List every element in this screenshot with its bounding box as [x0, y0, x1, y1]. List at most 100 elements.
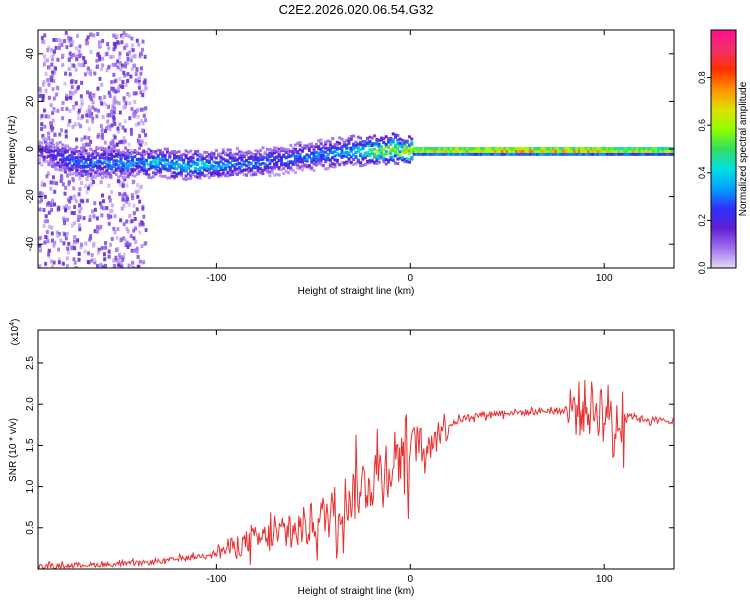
spectrogram-ridge-cell [82, 151, 86, 155]
spectrogram-ridge-cell [245, 151, 249, 155]
spectrogram-ridge-cell [317, 162, 321, 166]
spectrogram-ridge-cell [42, 136, 46, 140]
spectrogram-ridge-cell [56, 141, 60, 145]
spectrogram-noise-cell [40, 122, 44, 127]
spectrogram-ridge-cell [545, 152, 549, 156]
spectrogram-ridge-cell [133, 174, 137, 178]
spectrogram-ridge-cell [40, 145, 44, 149]
spectrogram-ridge-cell [256, 161, 260, 165]
colorbar-label: Normalized spectral amplitude [738, 81, 749, 216]
spectrogram-ridge-cell [438, 149, 442, 153]
spectrogram-ridge-cell [147, 176, 151, 180]
spectrogram-ridge-cell [91, 152, 95, 156]
spectrogram-noise-cell [51, 175, 55, 180]
spectrogram-noise-cell [134, 91, 138, 96]
spectrogram-ridge-cell [324, 167, 328, 171]
spectrogram-ridge-cell [75, 164, 79, 168]
spectrogram-noise-cell [53, 49, 57, 54]
spectrogram-ridge-cell [598, 152, 602, 156]
spectrogram-ridge-cell [179, 158, 183, 162]
spectrogram-ridge-cell [345, 143, 349, 147]
spectrogram-ridge-cell [387, 145, 391, 149]
spectrogram-ridge-cell [317, 147, 321, 151]
spectrogram-ridge-cell [521, 147, 525, 151]
spectrogram-noise-cell [141, 107, 145, 112]
spectrogram-ridge-cell [219, 155, 223, 159]
spectrogram-ridge-cell [263, 165, 267, 169]
colorbar-tick-label: 0.6 [697, 119, 707, 132]
spectrogram-noise-cell [122, 222, 126, 227]
spectrogram-ridge-cell [542, 147, 546, 151]
spectrogram-ridge-cell [400, 142, 404, 146]
spectrogram-ridge-cell [68, 154, 72, 158]
figure-title: C2E2.2026.020.06.54.G32 [279, 2, 434, 17]
spectrogram-ridge-cell [384, 150, 388, 154]
spectrogram-ridge-cell [172, 176, 176, 180]
spectrogram-noise-cell [86, 260, 90, 265]
spectrogram-ridge-cell [482, 147, 486, 151]
spectrogram-noise-cell [56, 233, 60, 238]
spectrogram-ridge-cell [70, 148, 74, 152]
spectrogram-ridge-cell [58, 148, 62, 152]
spectrogram-ridge-cell [445, 152, 449, 156]
spectrogram-ridge-cell [91, 165, 95, 169]
spectrogram-noise-cell [73, 246, 77, 251]
spectrogram-ridge-cell [282, 154, 286, 158]
spectrogram-ridge-cell [617, 152, 621, 156]
spectrogram-ridge-cell [394, 133, 398, 137]
spectrogram-ridge-cell [58, 152, 62, 156]
spectrogram-ridge-cell [254, 157, 258, 161]
spectrogram-noise-cell [83, 135, 87, 140]
spectrogram-noise-cell [138, 54, 142, 59]
spectrogram-ridge-cell [556, 152, 560, 156]
spectrogram-ridge-cell [512, 147, 516, 151]
spectrogram-ridge-cell [391, 158, 395, 162]
spectrogram-noise-cell [118, 191, 122, 196]
spectrogram-ridge-cell [266, 169, 270, 173]
spectrogram-ridge-cell [140, 159, 144, 163]
spectrogram-ridge-cell [184, 178, 188, 182]
spectrogram-ridge-cell [387, 158, 391, 162]
spectrogram-ridge-cell [231, 158, 235, 162]
spectrogram-ridge-cell [310, 160, 314, 164]
spectrogram-ridge-cell [273, 156, 277, 160]
spectrogram-noise-cell [70, 246, 74, 251]
spectrogram-ridge-cell [310, 157, 314, 161]
spectrogram-ridge-cell [622, 149, 626, 153]
spectrogram-ridge-cell [158, 174, 162, 178]
spectrogram-ridge-cell [515, 152, 518, 156]
spectrogram-noise-cell [121, 180, 125, 185]
spectrogram-noise-cell [116, 65, 120, 70]
spectrogram-ridge-cell [186, 172, 190, 176]
spectrogram-ridge-cell [263, 162, 267, 166]
spectrogram-noise-cell [47, 254, 51, 259]
spectrogram-y-tick-label: 20 [25, 95, 36, 107]
spectrogram-ridge-cell [284, 169, 288, 173]
spectrogram-noise-cell [85, 176, 89, 181]
colorbar-tick-label: 0.0 [697, 262, 707, 275]
spectrogram-ridge-cell [193, 150, 197, 154]
spectrogram-ridge-cell [205, 159, 209, 163]
spectrogram-ridge-cell [563, 152, 567, 156]
spectrogram-noise-cell [136, 108, 140, 113]
spectrogram-noise-cell [60, 162, 64, 167]
spectrogram-noise-cell [65, 256, 69, 261]
spectrogram-noise-cell [106, 42, 110, 47]
spectrogram-noise-cell [82, 56, 86, 61]
spectrogram-ridge-cell [214, 161, 218, 165]
spectrogram-ridge-cell [452, 152, 456, 156]
spectrogram-ridge-cell [70, 168, 74, 172]
spectrogram-noise-cell [115, 258, 119, 263]
spectrogram-ridge-cell [96, 159, 100, 163]
spectrogram-ridge-cell [312, 162, 316, 166]
spectrogram-ridge-cell [638, 152, 642, 156]
spectrogram-noise-cell [66, 246, 70, 251]
spectrogram-ridge-cell [442, 152, 446, 156]
spectrogram-ridge-cell [463, 149, 467, 153]
spectrogram-ridge-cell [342, 154, 346, 158]
spectrogram-ridge-cell [142, 165, 146, 169]
spectrogram-noise-cell [87, 183, 91, 188]
spectrogram-noise-cell [92, 258, 96, 263]
spectrogram-ridge-cell [226, 148, 230, 152]
spectrogram-ridge-cell [366, 136, 370, 140]
